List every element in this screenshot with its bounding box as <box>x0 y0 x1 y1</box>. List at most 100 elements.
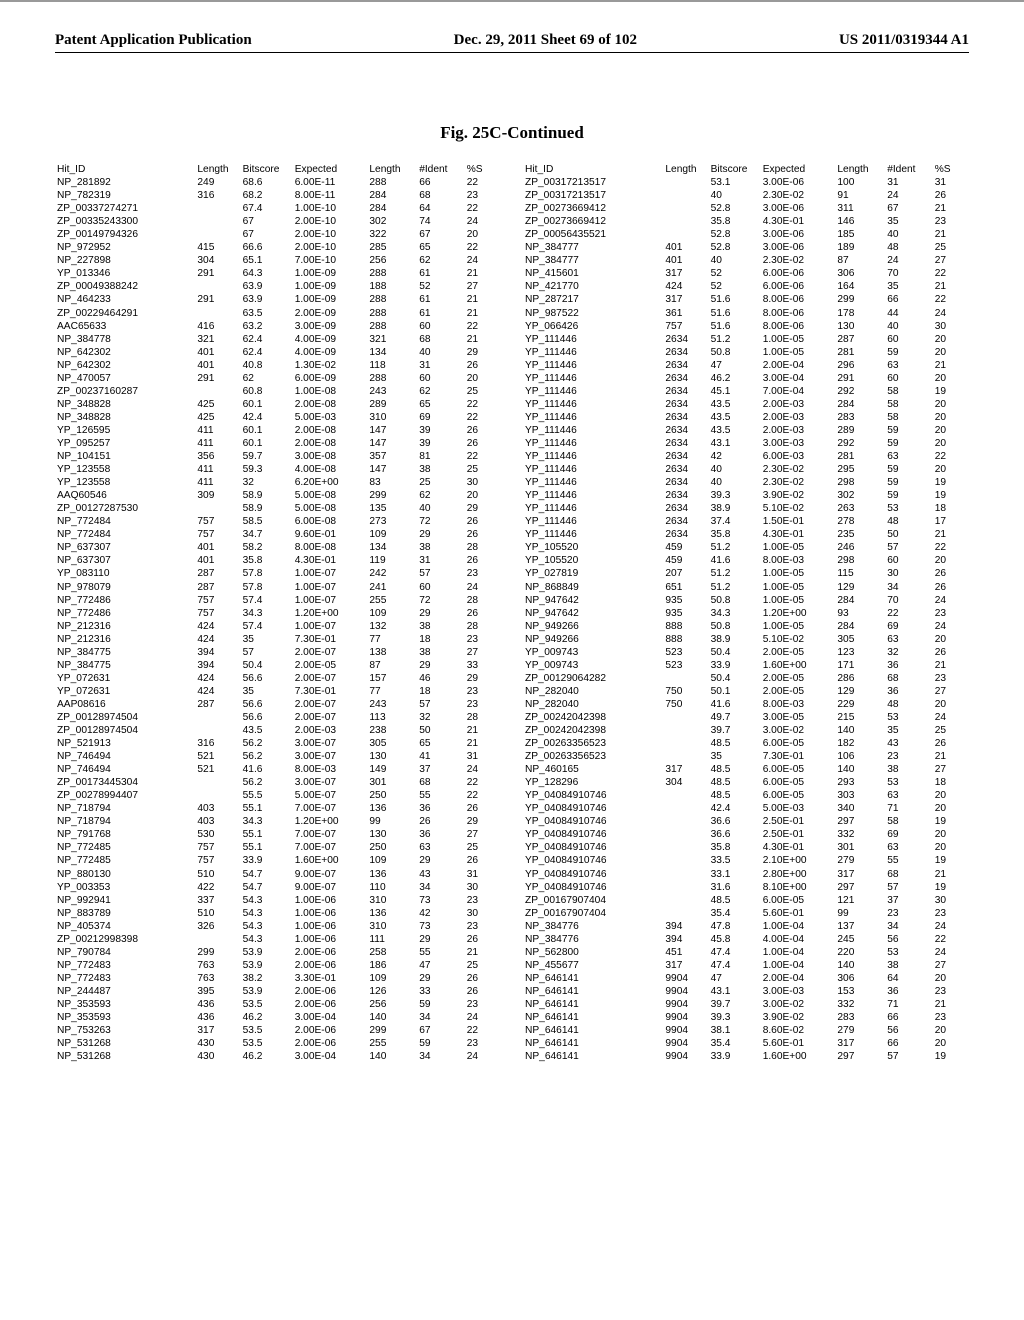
table-cell: 256 <box>367 998 417 1011</box>
table-cell: 20 <box>933 411 969 424</box>
table-cell: 9.00E-07 <box>293 868 368 881</box>
table-cell: 3.00E-06 <box>761 228 836 241</box>
table-cell: 757 <box>195 854 240 867</box>
table-cell: 2.00E-06 <box>293 959 368 972</box>
table-cell: 23 <box>933 907 969 920</box>
table-row: YP_123558411326.20E+00832530 <box>55 476 501 489</box>
table-row: NP_71879440355.17.00E-071363626 <box>55 802 501 815</box>
table-cell: 1.00E-09 <box>293 293 368 306</box>
table-cell: 19 <box>933 476 969 489</box>
table-cell <box>195 202 240 215</box>
table-cell: 135 <box>367 502 417 515</box>
table-cell: 43.5 <box>241 724 293 737</box>
table-cell: 8.00E-11 <box>293 189 368 202</box>
table-cell: 25 <box>465 385 501 398</box>
table-cell: 59 <box>417 998 465 1011</box>
table-cell: NP_987522 <box>523 307 663 320</box>
table-cell: YP_095257 <box>55 437 195 450</box>
table-cell: 140 <box>367 1011 417 1024</box>
table-row: NP_646141990443.13.00E-031533623 <box>523 985 969 998</box>
table-cell: 164 <box>835 280 885 293</box>
table-cell: 40 <box>709 189 761 202</box>
table-row: NP_45567731747.41.00E-041403827 <box>523 959 969 972</box>
table-row: NP_34882842542.45.00E-033106922 <box>55 411 501 424</box>
table-cell: 250 <box>367 789 417 802</box>
table-cell: 20 <box>465 228 501 241</box>
table-row: YP_111446263437.41.50E-012784817 <box>523 515 969 528</box>
table-cell: 60.8 <box>241 385 293 398</box>
table-cell: 22 <box>933 450 969 463</box>
table-cell: 6.00E-05 <box>761 894 836 907</box>
table-row: ZP_0026335652348.56.00E-051824326 <box>523 737 969 750</box>
table-cell: 38 <box>417 646 465 659</box>
table-cell: 19 <box>933 385 969 398</box>
table-row: NP_98752236151.68.00E-061784424 <box>523 307 969 320</box>
table-cell: 113 <box>367 711 417 724</box>
table-cell: 7.30E-01 <box>761 750 836 763</box>
table-cell: 63 <box>885 450 933 463</box>
table-row: ZP_0031721351753.13.00E-061003131 <box>523 176 969 189</box>
table-cell: 2.00E-04 <box>761 359 836 372</box>
table-cell: ZP_00167907404 <box>523 894 663 907</box>
table-cell: 48.5 <box>709 737 761 750</box>
table-cell: 67 <box>241 215 293 228</box>
table-cell: 888 <box>663 620 708 633</box>
table-cell: 56 <box>885 1024 933 1037</box>
table-cell: 52.8 <box>709 202 761 215</box>
table-cell: 31 <box>465 750 501 763</box>
table-cell: 2.00E-04 <box>761 972 836 985</box>
table-cell: 750 <box>663 685 708 698</box>
table-row: NP_77248376353.92.00E-061864725 <box>55 959 501 972</box>
table-cell: 130 <box>367 828 417 841</box>
table-cell: 22 <box>465 202 501 215</box>
table-cell: 34.3 <box>709 607 761 620</box>
table-cell: 21 <box>465 333 501 346</box>
table-cell: 53.9 <box>241 946 293 959</box>
table-row: NP_97295241566.62.00E-102856522 <box>55 241 501 254</box>
table-row: NP_77248376338.23.30E-011092926 <box>55 972 501 985</box>
table-cell: 45.1 <box>709 385 761 398</box>
table-cell: 1.00E-04 <box>761 946 836 959</box>
table-row: YP_0408491074633.12.80E+003176821 <box>523 868 969 881</box>
table-row: AAP0861628756.62.00E-072435723 <box>55 698 501 711</box>
table-cell: 3.00E-04 <box>293 1011 368 1024</box>
table-cell: 403 <box>195 815 240 828</box>
table-cell: 60.1 <box>241 437 293 450</box>
table-cell: 424 <box>663 280 708 293</box>
table-cell: 21 <box>465 737 501 750</box>
table-cell: 46.2 <box>241 1050 293 1063</box>
table-cell: 50.4 <box>241 659 293 672</box>
table-cell: 311 <box>835 202 885 215</box>
table-cell: 29 <box>417 854 465 867</box>
table-cell: YP_111446 <box>523 463 663 476</box>
table-cell: 41.6 <box>709 698 761 711</box>
table-cell: NP_949266 <box>523 620 663 633</box>
table-cell: 510 <box>195 907 240 920</box>
table-cell: 22 <box>465 398 501 411</box>
table-cell: 3.90E-02 <box>761 489 836 502</box>
table-cell: 32 <box>241 476 293 489</box>
table-cell <box>663 828 708 841</box>
table-cell: 332 <box>835 828 885 841</box>
table-cell: 30 <box>465 476 501 489</box>
table-cell: 287 <box>835 333 885 346</box>
table-cell: 401 <box>195 554 240 567</box>
table-cell: 243 <box>367 698 417 711</box>
table-cell: 157 <box>367 672 417 685</box>
table-row: YP_111446263445.17.00E-042925819 <box>523 385 969 398</box>
col-header: Length <box>367 163 417 176</box>
table-cell: ZP_00229464291 <box>55 307 195 320</box>
table-cell: 30 <box>465 907 501 920</box>
table-cell: 401 <box>663 241 708 254</box>
table-cell: 70 <box>885 267 933 280</box>
table-cell <box>663 711 708 724</box>
table-cell: 34 <box>885 920 933 933</box>
table-row: NP_94926688838.95.10E-023056320 <box>523 633 969 646</box>
table-cell: YP_111446 <box>523 372 663 385</box>
table-cell: 7.00E-07 <box>293 828 368 841</box>
table-cell: 1.00E-07 <box>293 620 368 633</box>
table-row: YP_00974352350.42.00E-051233226 <box>523 646 969 659</box>
table-cell: 273 <box>367 515 417 528</box>
table-cell: 62.4 <box>241 346 293 359</box>
table-cell: NP_521913 <box>55 737 195 750</box>
